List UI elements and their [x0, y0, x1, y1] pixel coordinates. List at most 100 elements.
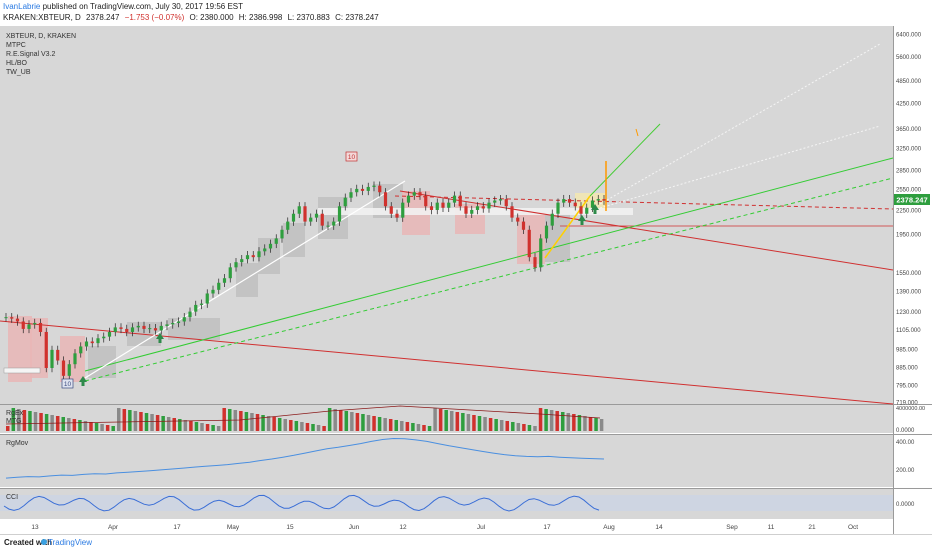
marker-box[interactable] — [61, 378, 74, 389]
volume-tick: 4000000.00 — [896, 406, 925, 412]
volume-bar — [461, 413, 465, 431]
x-tick-label: Aug — [603, 524, 615, 531]
volume-bar — [433, 408, 437, 431]
volume-bar — [100, 424, 104, 431]
y-tick-label: 5600.000 — [896, 55, 922, 61]
y-tick-label: 1950.000 — [896, 233, 922, 239]
rgmov-pane[interactable] — [0, 435, 893, 487]
volume-bar — [11, 408, 16, 431]
x-tick-label: 13 — [31, 524, 39, 531]
candle-body — [205, 293, 209, 304]
candle-body — [130, 327, 135, 332]
volume-bar — [588, 417, 593, 431]
candle-body — [343, 197, 347, 207]
candle-body — [441, 202, 445, 208]
signal-box — [30, 318, 48, 378]
candle-body — [401, 202, 405, 218]
candle-body — [481, 206, 485, 209]
candle-body — [516, 217, 520, 222]
legend-item: TW_UB — [6, 69, 31, 76]
volume-average-line — [5, 405, 601, 425]
volume-bar — [33, 412, 38, 431]
candle-body — [257, 251, 261, 258]
candle-body — [573, 202, 577, 207]
candle-body — [280, 229, 284, 239]
y-tick-label: 719.000 — [896, 401, 918, 407]
volume-bar — [388, 419, 393, 431]
candle-body — [337, 206, 342, 222]
cci-tick: 0.0000 — [896, 502, 915, 508]
marker-box[interactable] — [345, 151, 358, 162]
volume-label: RgEx — [6, 410, 24, 417]
volume-bar — [144, 413, 149, 431]
rgmov-tick: 200.00 — [896, 468, 915, 474]
candle-body — [228, 267, 232, 279]
volume-bar — [250, 413, 254, 431]
volume-bar — [499, 420, 504, 431]
indicator-panes: 400.00 200.00 0.0000 4000000.00 0.0000 — [0, 405, 925, 512]
candle-body — [458, 195, 462, 207]
resistance-line — [399, 190, 894, 271]
volume-bar — [533, 426, 537, 431]
candle-body — [136, 325, 140, 328]
volume-bar — [133, 411, 138, 431]
volume-bar — [427, 426, 432, 431]
candle-body — [562, 199, 566, 203]
support-line — [84, 177, 894, 382]
candles — [4, 181, 606, 381]
cci-band — [0, 495, 893, 511]
candle-body — [383, 192, 388, 207]
candle-body — [366, 186, 370, 191]
candle-body — [579, 206, 583, 214]
time-axis[interactable] — [0, 519, 893, 534]
candle-body — [50, 349, 54, 368]
rgmov-line — [5, 437, 605, 479]
ohlc-line: KRAKEN:XBTEUR, D 2378.247 −1.753 (−0.07%… — [3, 13, 382, 22]
y-tick-label: 4250.000 — [896, 101, 922, 107]
candle-body — [171, 322, 175, 325]
chart-area[interactable]: 6400.000 5600.000 4850.000 4250.000 3650.000… — [0, 26, 932, 534]
volume-bar — [89, 422, 93, 431]
volume-bar — [549, 410, 554, 431]
price-chart[interactable]: 6400.000 5600.000 4850.000 4250.000 3650.000… — [0, 26, 932, 534]
volume-bar — [316, 425, 321, 431]
volume-bar — [239, 411, 243, 431]
candle-body — [470, 209, 474, 214]
y-tick-label: 3250.000 — [896, 147, 922, 153]
candle-body — [412, 192, 416, 196]
candle-body — [372, 185, 376, 187]
candle-body — [320, 213, 324, 226]
author-link[interactable]: IvanLabrie — [3, 2, 41, 11]
volume-bar — [172, 418, 176, 431]
price-axis[interactable] — [893, 26, 932, 534]
rgmov-tick: 400.00 — [896, 440, 915, 446]
volume-bar — [233, 410, 238, 431]
volume-bar — [72, 419, 77, 431]
last-price: 2378.247 — [86, 13, 120, 22]
volume-bar — [422, 425, 426, 431]
volume-bar — [583, 416, 587, 431]
candle-body — [596, 199, 600, 201]
rgmov-label: RgMov — [6, 440, 29, 447]
candle-body — [447, 202, 451, 208]
candle-body — [332, 221, 336, 226]
candle-body — [188, 311, 192, 318]
volume-bar — [377, 417, 382, 431]
volume-bar — [194, 422, 199, 431]
legend-item: XBTEUR, D, KRAKEN — [6, 33, 76, 40]
volume-bar — [516, 423, 521, 431]
footer-brand[interactable]: TradingView — [48, 538, 93, 547]
volume-bar — [361, 414, 365, 431]
y-tick-label: 1230.000 — [896, 310, 922, 316]
y-tick-label: 1105.000 — [896, 328, 921, 334]
x-tick-label: 17 — [543, 524, 551, 531]
candle-body — [84, 341, 89, 347]
candle-body — [90, 341, 94, 344]
candle-body — [194, 304, 198, 312]
volume-bar — [17, 409, 21, 431]
candle-body — [217, 282, 221, 290]
tradingview-logo-icon — [41, 539, 47, 545]
candle-body — [544, 225, 549, 239]
current-price-badge — [894, 194, 930, 205]
candle-body — [211, 289, 215, 294]
